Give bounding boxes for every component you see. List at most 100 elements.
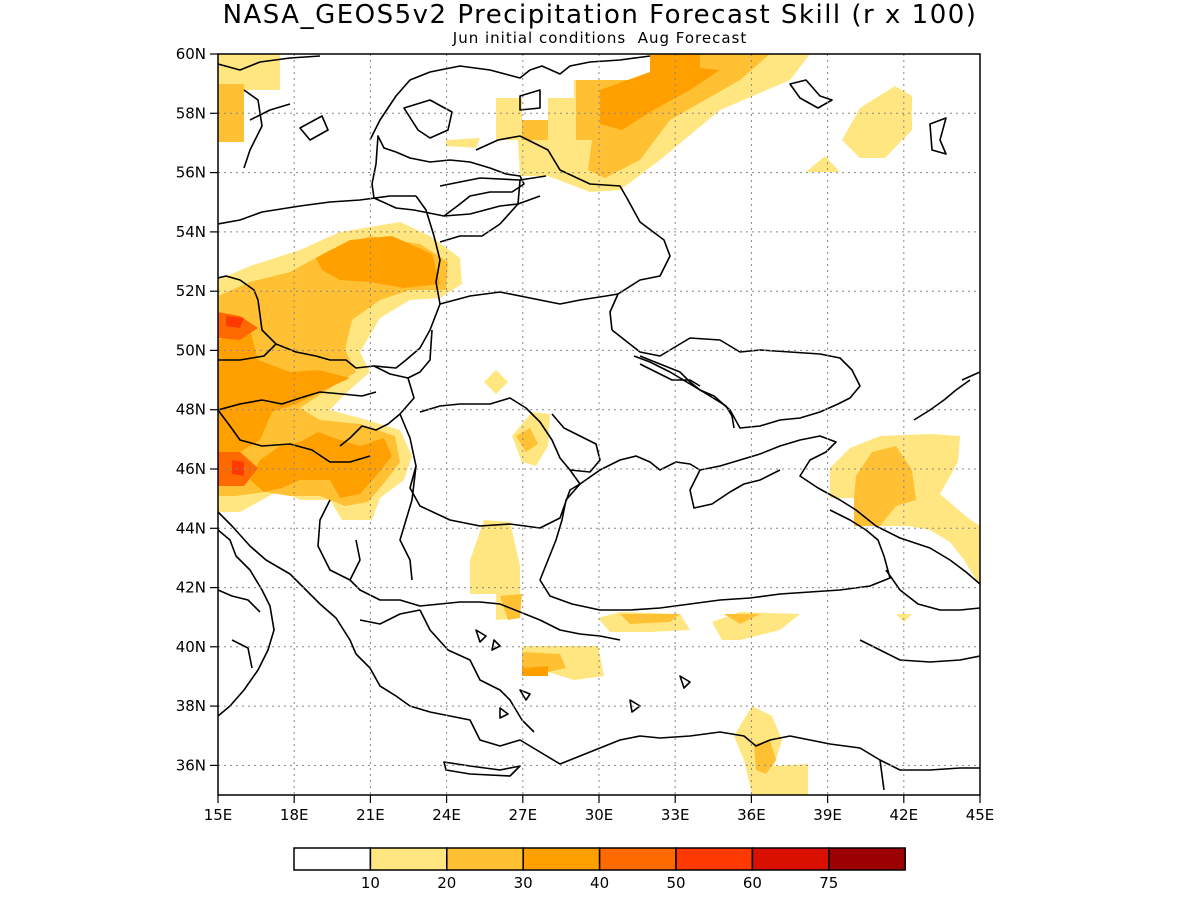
colorbar-cell	[369, 847, 448, 871]
axis-ticks	[210, 53, 981, 803]
colorbar-cell	[446, 847, 524, 871]
colorbar-label: 50	[666, 874, 685, 892]
border-path	[339, 377, 415, 447]
colorbar-label: 30	[514, 874, 533, 892]
coastline-path	[419, 609, 535, 733]
coastline-path	[218, 529, 275, 717]
border-path	[633, 355, 735, 429]
colorbar: 10 20 30 40 50 60 75	[293, 847, 906, 892]
lon-tick-label: 39E	[813, 806, 842, 824]
coastline-path	[371, 135, 525, 217]
coastline-path	[499, 603, 621, 641]
skill-region-c20	[516, 428, 538, 452]
skill-region-c20	[522, 120, 548, 140]
coastline-path	[218, 55, 329, 169]
border-path	[399, 413, 581, 529]
lat-tick-label: 40N	[176, 638, 206, 656]
skill-region-c50	[232, 460, 244, 476]
coastline-path	[218, 195, 416, 225]
skill-region-c50	[226, 316, 244, 328]
map-subtitle: Jun initial conditions Aug Forecast	[452, 29, 748, 47]
borders-layer	[218, 55, 980, 791]
coastline-path	[443, 629, 691, 777]
colorbar-cell	[598, 847, 677, 871]
border-path	[218, 343, 377, 411]
lat-tick-label: 60N	[176, 45, 206, 63]
border-path	[419, 397, 601, 473]
coastline-path	[689, 469, 781, 509]
lat-tick-label: 42N	[176, 579, 206, 597]
skill-region-c20	[724, 614, 760, 624]
colorbar-label: 40	[590, 874, 609, 892]
coastline-path	[369, 55, 651, 141]
lat-tick-labels: 36N 38N 40N 42N 44N 46N 48N 50N 52N 54N …	[176, 45, 206, 774]
skill-region-c10	[842, 86, 912, 158]
lat-tick-label: 38N	[176, 697, 206, 715]
lat-tick-label: 52N	[176, 282, 206, 300]
border-path	[218, 511, 357, 655]
coastline-path	[913, 371, 980, 421]
coastline-path	[539, 483, 891, 611]
lat-tick-label: 54N	[176, 223, 206, 241]
lon-tick-label: 27E	[509, 806, 538, 824]
lon-tick-label: 21E	[356, 806, 385, 824]
lat-tick-label: 44N	[176, 519, 206, 537]
skill-region-c10	[712, 612, 800, 640]
coastline-path	[579, 435, 980, 585]
lon-tick-label: 15E	[204, 806, 233, 824]
colorbar-label: 75	[819, 874, 838, 892]
lat-tick-label: 48N	[176, 401, 206, 419]
colorbar-label: 10	[361, 874, 380, 892]
skill-region-c30	[218, 330, 350, 452]
lat-tick-label: 46N	[176, 460, 206, 478]
border-path	[611, 329, 861, 429]
skill-region-c20	[500, 594, 522, 620]
skill-region-c30	[600, 68, 720, 130]
colorbar-cell	[751, 847, 830, 871]
lon-tick-labels: 15E 18E 21E 24E 27E 30E 33E 36E 39E 42E …	[204, 806, 995, 824]
lon-tick-label: 18E	[280, 806, 309, 824]
coastline-path	[218, 589, 261, 669]
coastline-path	[355, 653, 980, 771]
colorbar-label: 20	[437, 874, 456, 892]
border-path	[218, 195, 441, 369]
colorbar-label: 60	[743, 874, 762, 892]
border-path	[885, 569, 980, 611]
skill-region-c20	[854, 446, 916, 526]
lon-tick-label: 42E	[890, 806, 919, 824]
skill-fill-layer	[218, 54, 980, 795]
lon-tick-label: 45E	[966, 806, 995, 824]
border-path	[439, 135, 671, 331]
skill-region-c20	[218, 236, 448, 506]
lon-tick-label: 33E	[661, 806, 690, 824]
border-path	[349, 465, 421, 625]
border-path	[317, 499, 501, 607]
colorbar-cell	[522, 847, 601, 871]
border-path	[439, 291, 619, 305]
colorbar-cell	[675, 847, 754, 871]
coastline-path	[639, 363, 701, 387]
lon-tick-label: 30E	[585, 806, 614, 824]
skill-region-c10	[446, 138, 480, 148]
lon-tick-label: 24E	[432, 806, 461, 824]
skill-region-c20	[620, 614, 680, 624]
skill-region-c10	[484, 370, 508, 394]
skill-region-c30	[250, 432, 392, 498]
skill-region-c30	[316, 236, 440, 288]
map-title: NASA_GEOS5v2 Precipitation Forecast Skil…	[222, 0, 978, 30]
skill-region-c30	[522, 666, 548, 676]
border-path	[859, 639, 980, 791]
lat-tick-label: 58N	[176, 104, 206, 122]
colorbar-cell	[293, 847, 372, 871]
coastline-path	[789, 79, 947, 155]
skill-region-c10	[470, 520, 520, 620]
lat-tick-label: 56N	[176, 164, 206, 182]
border-path	[373, 329, 433, 379]
lat-tick-label: 36N	[176, 756, 206, 774]
graticule	[218, 54, 980, 795]
border-path	[439, 179, 521, 243]
lat-tick-label: 50N	[176, 341, 206, 359]
lon-tick-label: 36E	[737, 806, 766, 824]
skill-region-c10	[830, 434, 980, 586]
